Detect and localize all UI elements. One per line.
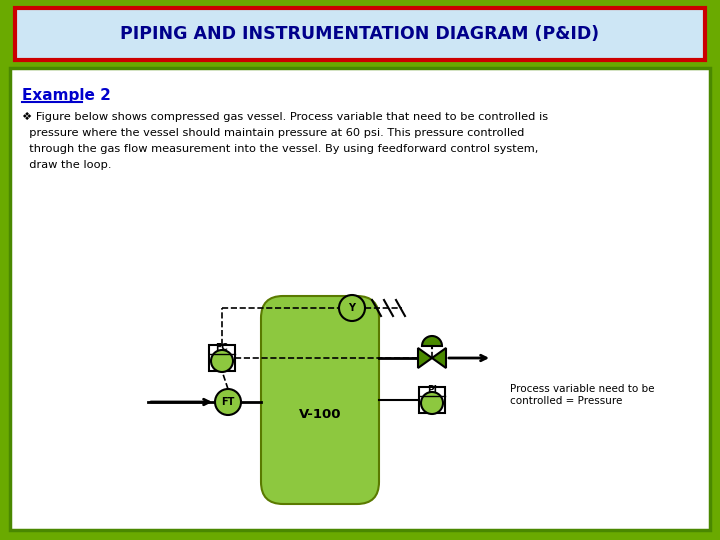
Circle shape bbox=[211, 350, 233, 372]
Circle shape bbox=[421, 392, 443, 414]
Text: V-100: V-100 bbox=[299, 408, 341, 422]
FancyBboxPatch shape bbox=[15, 8, 705, 60]
Text: PI: PI bbox=[427, 384, 437, 394]
Text: FT: FT bbox=[221, 397, 235, 407]
FancyBboxPatch shape bbox=[10, 68, 710, 530]
Circle shape bbox=[339, 295, 365, 321]
Polygon shape bbox=[432, 348, 446, 368]
Text: draw the loop.: draw the loop. bbox=[22, 160, 112, 170]
FancyBboxPatch shape bbox=[209, 345, 235, 371]
FancyBboxPatch shape bbox=[261, 296, 379, 504]
Text: pressure where the vessel should maintain pressure at 60 psi. This pressure cont: pressure where the vessel should maintai… bbox=[22, 128, 524, 138]
Circle shape bbox=[215, 389, 241, 415]
Text: Process variable need to be
controlled = Pressure: Process variable need to be controlled =… bbox=[510, 384, 654, 406]
Text: Example 2: Example 2 bbox=[22, 88, 111, 103]
Text: ❖ Figure below shows compressed gas vessel. Process variable that need to be con: ❖ Figure below shows compressed gas vess… bbox=[22, 112, 548, 122]
Polygon shape bbox=[418, 348, 432, 368]
Text: Y: Y bbox=[348, 303, 356, 313]
Text: through the gas flow measurement into the vessel. By using feedforward control s: through the gas flow measurement into th… bbox=[22, 144, 539, 154]
Text: PIPING AND INSTRUMENTATION DIAGRAM (P&ID): PIPING AND INSTRUMENTATION DIAGRAM (P&ID… bbox=[120, 25, 600, 43]
FancyBboxPatch shape bbox=[419, 387, 445, 413]
Text: FC: FC bbox=[215, 342, 228, 352]
Wedge shape bbox=[422, 336, 442, 346]
